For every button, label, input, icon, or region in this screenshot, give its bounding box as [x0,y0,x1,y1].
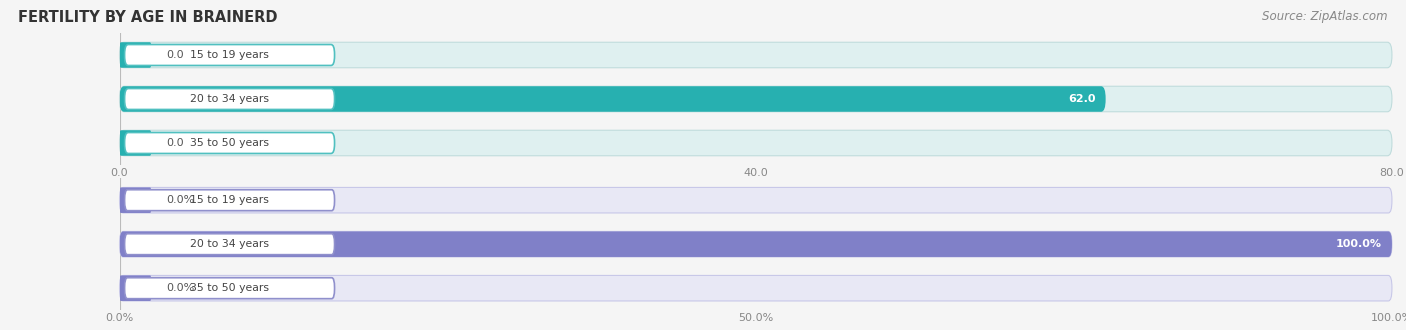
FancyBboxPatch shape [120,130,152,156]
Text: 20 to 34 years: 20 to 34 years [190,94,269,104]
FancyBboxPatch shape [125,45,335,65]
FancyBboxPatch shape [125,190,335,211]
FancyBboxPatch shape [120,187,152,213]
FancyBboxPatch shape [120,276,152,301]
FancyBboxPatch shape [120,86,1105,112]
FancyBboxPatch shape [120,86,1392,112]
Text: 100.0%: 100.0% [1336,239,1382,249]
Text: FERTILITY BY AGE IN BRAINERD: FERTILITY BY AGE IN BRAINERD [18,10,278,25]
Text: 15 to 19 years: 15 to 19 years [190,195,269,205]
FancyBboxPatch shape [120,276,1392,301]
Text: 0.0: 0.0 [166,138,184,148]
Text: 15 to 19 years: 15 to 19 years [190,50,269,60]
FancyBboxPatch shape [125,88,335,110]
Text: 62.0: 62.0 [1069,94,1095,104]
Text: Source: ZipAtlas.com: Source: ZipAtlas.com [1263,10,1388,23]
Text: 35 to 50 years: 35 to 50 years [190,283,269,293]
FancyBboxPatch shape [120,231,1392,257]
FancyBboxPatch shape [120,187,1392,213]
Text: 0.0%: 0.0% [166,195,195,205]
FancyBboxPatch shape [120,42,1392,68]
FancyBboxPatch shape [120,42,152,68]
FancyBboxPatch shape [125,133,335,153]
Text: 0.0: 0.0 [166,50,184,60]
FancyBboxPatch shape [125,278,335,299]
Text: 20 to 34 years: 20 to 34 years [190,239,269,249]
FancyBboxPatch shape [120,231,1392,257]
FancyBboxPatch shape [125,234,335,255]
Text: 0.0%: 0.0% [166,283,195,293]
Text: 35 to 50 years: 35 to 50 years [190,138,269,148]
FancyBboxPatch shape [120,130,1392,156]
